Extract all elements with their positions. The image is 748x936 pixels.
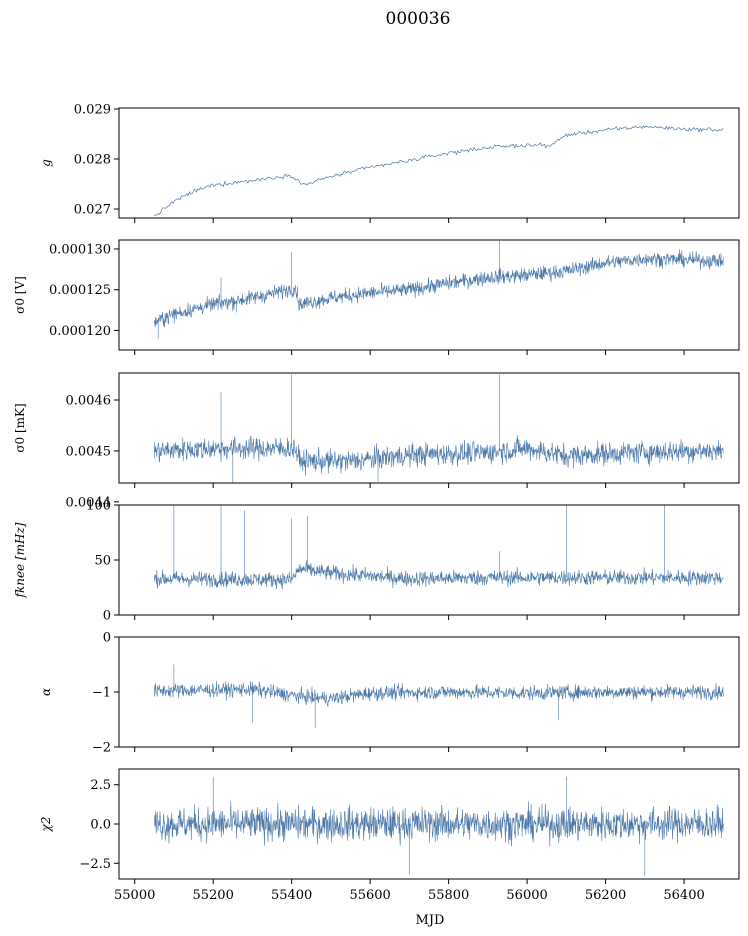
y-tick-label: 2.5 <box>90 778 111 793</box>
subplot-3: 0.0044 0.0045 0.0046 σ0 [mK] <box>13 372 740 510</box>
y-tick-label: −2.5 <box>79 857 111 872</box>
series-line <box>154 240 724 339</box>
subplot-1: 0.027 0.028 0.029 g <box>39 103 740 223</box>
series-line <box>154 125 724 217</box>
y-tick-label: 0.000120 <box>49 324 111 339</box>
y-axis-label: g <box>39 159 53 167</box>
series-line <box>154 776 724 876</box>
y-tick-label: −2 <box>92 741 111 756</box>
y-tick-label: 0.0 <box>90 818 111 833</box>
x-tick-label: 55000 <box>114 888 155 903</box>
y-axis-label: χ2 <box>39 817 53 833</box>
y-tick-label: 0 <box>103 609 111 624</box>
y-tick-label: −1 <box>92 686 111 701</box>
series-line <box>154 374 724 483</box>
x-tick-label: 55600 <box>349 888 390 903</box>
y-tick-label: 0.000125 <box>49 283 111 298</box>
y-tick-label: 0 <box>103 631 111 646</box>
x-tick-label: 55400 <box>271 888 312 903</box>
y-tick-label: 0.028 <box>74 153 111 168</box>
y-axis-label: α <box>39 688 53 696</box>
series-line <box>154 505 724 590</box>
y-tick-label: 0.0046 <box>66 393 112 408</box>
x-axis-label: MJD <box>416 913 445 928</box>
x-tick-label: 55200 <box>192 888 233 903</box>
y-tick-label: 0.000130 <box>49 242 111 257</box>
y-axis-label: σ0 [mK] <box>13 403 27 452</box>
subplot-stack: 0.027 0.028 0.029 g 0.000120 0.000125 0.000130… <box>13 103 740 903</box>
x-tick-label: 56000 <box>506 888 547 903</box>
axes-frame <box>118 107 740 219</box>
y-tick-label: 0.0044 <box>66 495 112 510</box>
y-tick-label: 50 <box>94 554 111 569</box>
subplot-2: 0.000120 0.000125 0.000130 σ0 [V] <box>13 239 740 355</box>
axes-frame <box>118 239 740 351</box>
x-tick-label: 56200 <box>585 888 626 903</box>
y-tick-label: 0.027 <box>74 203 111 218</box>
y-axis-label: σ0 [V] <box>13 276 27 314</box>
subplot-6: −2.5 0.0 2.5 55000 55200 55400 55600 55800 56000… <box>39 768 740 903</box>
x-tick-label: 56400 <box>663 888 704 903</box>
series-line <box>154 664 724 728</box>
subplot-5: −2 −1 0 α <box>39 631 740 756</box>
figure-title: 000036 <box>386 9 451 29</box>
axes-frame <box>118 372 740 484</box>
y-tick-label: 0.029 <box>74 103 111 118</box>
y-tick-label: 0.0045 <box>66 444 112 459</box>
x-tick-label: 55800 <box>428 888 469 903</box>
axes-frame <box>118 504 740 616</box>
y-axis-label: fknee [mHz] <box>13 522 27 598</box>
y-tick-label: 100 <box>86 499 111 514</box>
subplot-4: 0 50 100 fknee [mHz] <box>13 499 740 624</box>
